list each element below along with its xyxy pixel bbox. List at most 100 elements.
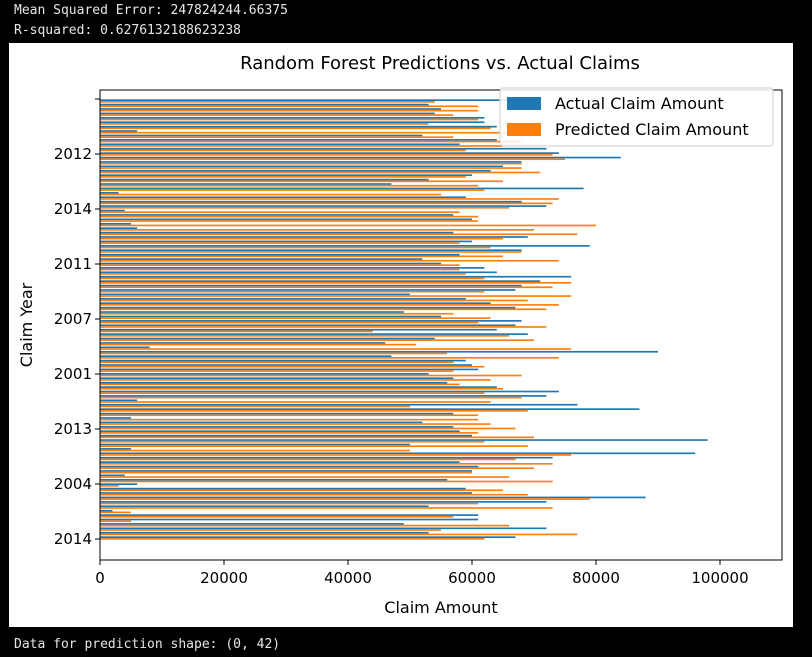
legend-label-actual: Actual Claim Amount <box>555 94 724 113</box>
bar-predicted <box>100 379 491 381</box>
legend-label-predicted: Predicted Claim Amount <box>555 120 749 139</box>
bar-actual <box>100 328 497 331</box>
bar-predicted <box>100 211 460 214</box>
bar-predicted <box>100 180 503 183</box>
bar-actual <box>100 443 410 446</box>
x-tick-label: 40000 <box>324 569 372 587</box>
x-tick-label: 100000 <box>691 569 748 587</box>
shape-output-line: Data for prediction shape: (0, 42) <box>14 637 281 652</box>
bar-actual <box>100 359 466 362</box>
bar-actual <box>100 381 448 384</box>
bar-actual <box>100 183 392 185</box>
bar-predicted <box>100 171 541 174</box>
bar-predicted <box>100 277 485 280</box>
bar-predicted <box>100 515 454 518</box>
bar-predicted <box>100 167 522 169</box>
bar-predicted <box>100 162 522 165</box>
bar-predicted <box>100 127 491 130</box>
bar-actual <box>100 280 541 282</box>
bar-actual <box>100 306 516 309</box>
y-tick-label: 2011 <box>54 255 92 273</box>
bar-predicted <box>100 493 528 496</box>
bar-actual <box>100 244 590 247</box>
bar-predicted <box>100 418 479 421</box>
bar-actual <box>100 452 696 455</box>
bar-predicted <box>100 401 491 403</box>
bar-actual <box>100 249 522 252</box>
bar-actual <box>100 364 472 366</box>
bar-actual <box>100 315 441 318</box>
bar-actual <box>100 478 448 481</box>
bar-actual <box>100 209 125 212</box>
y-axis-label: Claim Year <box>17 282 36 367</box>
x-axis-label: Claim Amount <box>384 598 497 617</box>
bar-actual <box>100 258 423 260</box>
bar-predicted <box>100 184 479 187</box>
bar-actual <box>100 139 497 141</box>
bar-predicted <box>100 423 491 425</box>
bar-actual <box>100 430 460 433</box>
bar-predicted <box>100 206 510 209</box>
bar-actual <box>100 236 528 238</box>
y-tick-label: 2004 <box>54 475 92 493</box>
bar-predicted <box>100 145 503 147</box>
bar-predicted <box>100 246 491 249</box>
bar-actual <box>100 408 640 410</box>
bar-predicted <box>100 224 596 227</box>
bar-actual <box>100 496 646 499</box>
bar-predicted <box>100 467 534 470</box>
bar-actual <box>100 373 429 375</box>
bar-actual <box>100 134 423 137</box>
bar-predicted <box>100 330 373 333</box>
bar-actual <box>100 483 138 486</box>
bar-actual <box>100 297 466 300</box>
bar-actual <box>100 474 125 477</box>
bar-predicted <box>100 299 528 302</box>
bar-predicted <box>100 105 479 108</box>
bar-actual <box>100 505 429 508</box>
bar-actual <box>100 116 485 119</box>
bar-actual <box>100 214 454 216</box>
bars-layer <box>100 99 708 540</box>
bar-predicted <box>100 361 454 364</box>
bar-predicted <box>100 131 516 134</box>
bar-predicted <box>100 176 466 178</box>
bar-predicted <box>100 414 479 417</box>
bar-actual <box>100 130 138 132</box>
bar-predicted <box>100 229 534 231</box>
bar-predicted <box>100 432 479 434</box>
bar-actual <box>100 222 131 225</box>
bar-predicted <box>100 449 410 452</box>
bar-actual <box>100 390 559 393</box>
bar-predicted <box>100 454 572 456</box>
x-tick-label: 20000 <box>200 569 248 587</box>
bar-predicted <box>100 233 578 236</box>
bar-actual <box>100 99 510 101</box>
bar-predicted <box>100 502 479 505</box>
bar-predicted <box>100 489 503 492</box>
bar-actual <box>100 320 522 322</box>
bar-actual <box>100 174 472 177</box>
bar-predicted <box>100 308 547 311</box>
bar-actual <box>100 227 138 230</box>
x-tick-label: 60000 <box>448 569 496 587</box>
bar-actual <box>100 121 485 124</box>
bar-predicted <box>100 140 522 143</box>
bar-actual <box>100 395 547 397</box>
bar-predicted <box>100 202 553 205</box>
bar-predicted <box>100 405 410 408</box>
bar-actual <box>100 386 497 388</box>
bar-predicted <box>100 158 565 161</box>
bar-predicted <box>100 485 119 487</box>
bar-predicted <box>100 290 485 293</box>
bar-actual <box>100 143 460 146</box>
bar-actual <box>100 169 491 172</box>
bar-actual <box>100 355 392 358</box>
bar-predicted <box>100 149 466 152</box>
bar-actual <box>100 492 472 494</box>
bar-predicted <box>100 524 510 527</box>
bar-actual <box>100 289 516 291</box>
bar-predicted <box>100 445 528 447</box>
bar-predicted <box>100 365 485 368</box>
bar-actual <box>100 152 559 154</box>
